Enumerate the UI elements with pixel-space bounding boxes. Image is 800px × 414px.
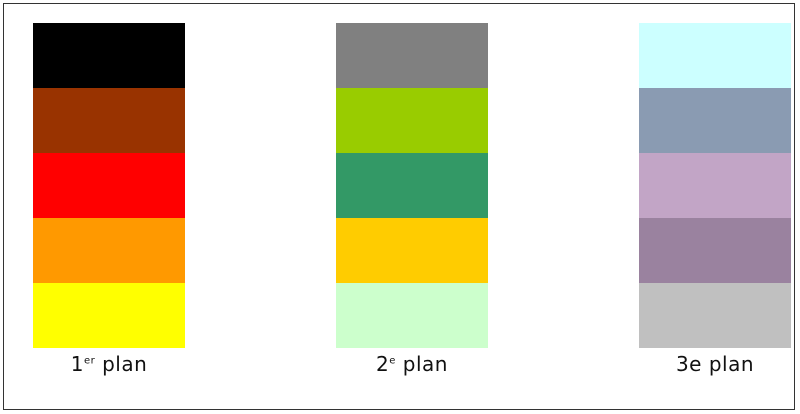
caption-number: 2 [376, 352, 390, 376]
color-column-1: 1er plan [33, 23, 185, 376]
color-swatch [639, 283, 791, 348]
swatch-stack [336, 23, 488, 348]
color-swatch [33, 23, 185, 88]
color-swatch [33, 88, 185, 153]
caption-label: plan [708, 352, 755, 376]
caption-number: 1 [70, 352, 84, 376]
column-caption: 2e plan [336, 352, 488, 376]
caption-label: plan [102, 352, 148, 376]
color-column-2: 2e plan [336, 23, 488, 376]
caption-label: plan [402, 352, 448, 376]
color-swatch [33, 218, 185, 283]
color-swatch [639, 153, 791, 218]
color-swatch [639, 218, 791, 283]
color-swatch [33, 283, 185, 348]
color-swatch [336, 153, 488, 218]
swatch-stack [639, 23, 791, 348]
column-caption: 3e plan [639, 352, 791, 376]
color-swatch [336, 218, 488, 283]
caption-number: 3e [675, 352, 702, 376]
caption-superscript: e [389, 355, 396, 367]
color-swatch [336, 283, 488, 348]
color-swatch [639, 88, 791, 153]
swatch-stack [33, 23, 185, 348]
color-column-3: 3e plan [639, 23, 791, 376]
color-swatch [336, 23, 488, 88]
color-swatch [33, 153, 185, 218]
column-caption: 1er plan [33, 352, 185, 376]
color-swatch [336, 88, 488, 153]
caption-superscript: er [83, 355, 96, 367]
color-swatch [639, 23, 791, 88]
